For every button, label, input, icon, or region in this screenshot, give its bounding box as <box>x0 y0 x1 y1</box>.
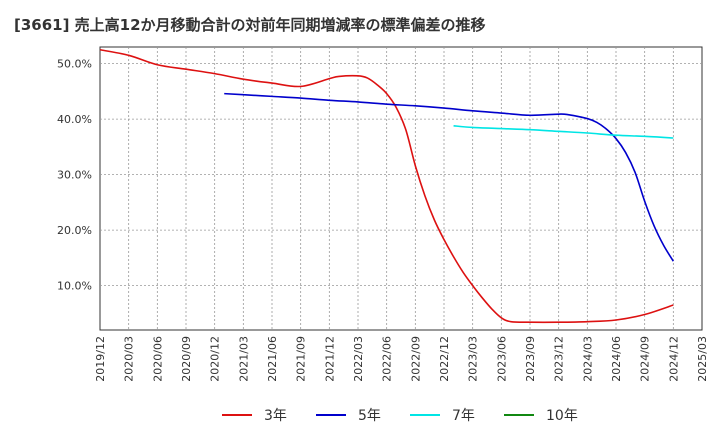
y-tick-label: 50.0% <box>57 58 92 71</box>
x-tick-label: 2023/06 <box>495 336 508 382</box>
x-tick-label: 2022/03 <box>352 336 365 382</box>
y-tick-label: 10.0% <box>57 280 92 293</box>
x-tick-label: 2020/03 <box>123 336 136 382</box>
x-tick-label: 2024/12 <box>667 336 680 382</box>
x-tick-label: 2023/03 <box>467 336 480 382</box>
chart-title: [3661] 売上高12か月移動合計の対前年同期増減率の標準偏差の推移 <box>14 16 486 34</box>
x-tick-label: 2023/09 <box>524 336 537 382</box>
series-line-1 <box>224 92 675 262</box>
legend-label-3: 10年 <box>546 408 578 424</box>
series-line-2 <box>453 124 674 139</box>
x-tick-label: 2024/03 <box>581 336 594 382</box>
x-tick-label: 2022/09 <box>409 336 422 382</box>
x-tick-label: 2020/09 <box>180 336 193 382</box>
x-tick-label: 2023/12 <box>553 336 566 382</box>
x-tick-label: 2025/03 <box>696 336 709 382</box>
x-tick-label: 2021/09 <box>295 336 308 382</box>
x-tick-label: 2024/06 <box>610 336 623 382</box>
x-tick-label: 2021/06 <box>266 336 279 382</box>
legend-label-0: 3年 <box>264 408 287 424</box>
x-tick-label: 2022/12 <box>438 336 451 382</box>
series-line-0 <box>99 48 674 324</box>
x-tick-label: 2020/12 <box>209 336 222 382</box>
y-tick-label: 30.0% <box>57 169 92 182</box>
x-tick-label: 2024/09 <box>639 336 652 382</box>
x-tick-label: 2019/12 <box>94 336 107 382</box>
legend-label-2: 7年 <box>452 408 475 424</box>
x-tick-label: 2022/06 <box>381 336 394 382</box>
x-axis: 2019/12 2020/03 2020/06 2020/09 2020/12 2021/… <box>94 336 709 382</box>
plot-area <box>99 46 703 331</box>
grid <box>100 47 702 330</box>
x-tick-label: 2021/03 <box>237 336 250 382</box>
series-lines <box>99 48 675 324</box>
y-tick-label: 40.0% <box>57 113 92 126</box>
legend-label-1: 5年 <box>358 408 381 424</box>
legend: 3年 5年 7年 10年 <box>222 408 578 424</box>
x-tick-label: 2021/12 <box>323 336 336 382</box>
y-axis: 10.0% 20.0% 30.0% 40.0% 50.0% <box>57 58 92 293</box>
y-tick-label: 20.0% <box>57 224 92 237</box>
x-tick-label: 2020/06 <box>151 336 164 382</box>
